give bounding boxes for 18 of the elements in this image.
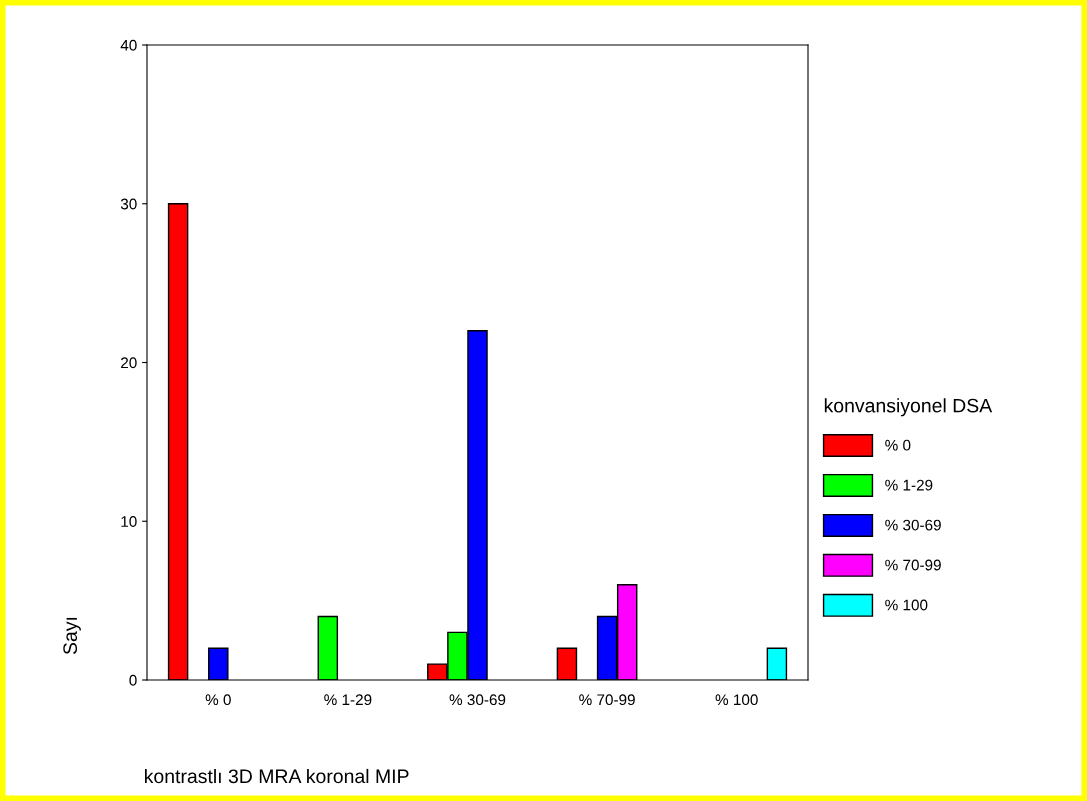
- legend-title: konvansiyonel DSA: [824, 398, 993, 417]
- y-tick-label: 30: [120, 198, 137, 210]
- y-tick-label: 0: [129, 674, 137, 686]
- y-tick-label: 20: [121, 357, 137, 369]
- legend-label: % 1-29: [885, 479, 933, 491]
- y-tick-label: 40: [120, 39, 137, 51]
- y-axis-title: Sayı: [63, 617, 81, 655]
- y-tick-label: 10: [121, 516, 137, 527]
- legend-label: % 30-69: [885, 519, 941, 531]
- x-tick-label: % 1-29: [324, 694, 372, 706]
- legend-label: % 70-99: [885, 559, 941, 571]
- x-tick-label: % 30-69: [449, 694, 506, 706]
- x-tick-label: % 0: [205, 694, 231, 706]
- legend-label: % 100: [885, 599, 928, 611]
- x-tick-label: % 70-99: [579, 694, 635, 706]
- legend-label: % 0: [885, 439, 911, 451]
- x-tick-label: % 100: [715, 694, 758, 706]
- x-axis-title: kontrastlı 3D MRA koronal MIP: [145, 768, 409, 784]
